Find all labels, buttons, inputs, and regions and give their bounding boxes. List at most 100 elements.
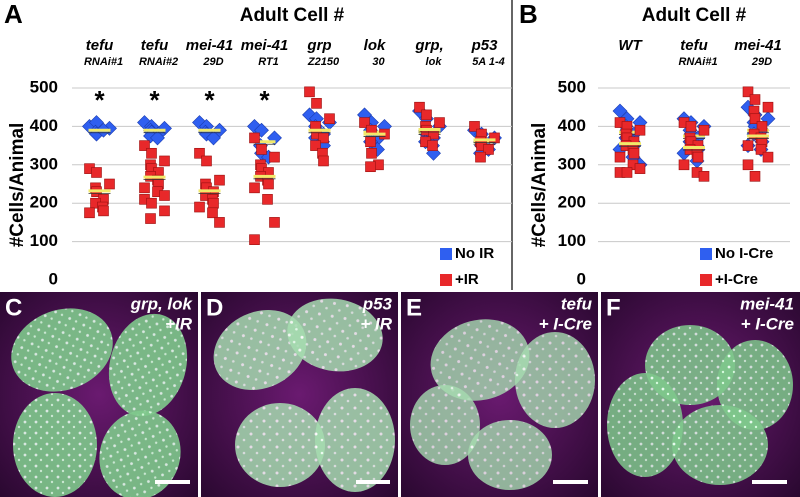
- point: [98, 205, 109, 217]
- point: [194, 147, 205, 159]
- legend-swatch: [700, 248, 712, 260]
- micrographs: [0, 292, 800, 497]
- category-label: p53: [471, 37, 499, 54]
- point: [214, 217, 225, 228]
- category-label: mei-41: [734, 37, 782, 54]
- panel-letter: E: [406, 294, 422, 321]
- panel-caption: mei-41: [740, 294, 794, 313]
- micrograph: [0, 292, 198, 497]
- category-label: WT: [618, 37, 643, 54]
- point: [91, 167, 102, 178]
- y-tick-label: 500: [30, 77, 58, 96]
- category-sublabel: RNAi#1: [678, 56, 717, 68]
- point: [263, 178, 274, 190]
- point: [304, 86, 315, 98]
- point: [742, 159, 754, 171]
- point: [434, 117, 445, 128]
- panel-letter: C: [5, 294, 22, 321]
- point: [104, 178, 115, 190]
- significance: *: [94, 85, 105, 115]
- point: [318, 155, 329, 167]
- micrograph: [601, 292, 800, 497]
- point: [249, 234, 260, 245]
- chart-title: Adult Cell #: [642, 5, 747, 26]
- point: [365, 161, 376, 173]
- point: [755, 144, 767, 155]
- point: [159, 205, 170, 217]
- y-tick-label: 200: [558, 193, 586, 212]
- point: [146, 147, 157, 159]
- point: [139, 182, 150, 194]
- panel-caption: + I-Cre: [539, 314, 592, 333]
- point: [742, 140, 754, 151]
- point: [139, 140, 150, 151]
- y-tick-label: 200: [30, 193, 58, 212]
- point: [469, 121, 480, 132]
- point: [483, 144, 494, 155]
- micrograph: [201, 292, 398, 497]
- category-label: tefu: [86, 37, 114, 54]
- panel-letter: A: [4, 0, 23, 29]
- point: [614, 151, 626, 163]
- chart-title: Adult Cell #: [240, 5, 345, 26]
- category-label: grp,: [414, 37, 443, 54]
- micrograph: [401, 292, 598, 497]
- point: [150, 130, 165, 146]
- point: [427, 140, 438, 151]
- category-label: mei-41: [186, 37, 234, 54]
- legend-swatch: [440, 274, 452, 286]
- point: [159, 190, 170, 201]
- point: [698, 171, 710, 182]
- legend-swatch: [440, 248, 452, 260]
- significance: *: [149, 85, 160, 115]
- panel-letter: D: [206, 294, 223, 321]
- point: [698, 124, 710, 136]
- panel-caption: +IR: [165, 314, 193, 333]
- category-sublabel: RNAi#1: [84, 56, 123, 68]
- y-tick-label: 100: [558, 231, 586, 250]
- panel-caption: + IR: [360, 314, 392, 333]
- category-label: mei-41: [241, 37, 289, 54]
- point: [685, 121, 697, 132]
- y-tick-label: 0: [49, 269, 58, 288]
- panel-caption: p53: [362, 294, 393, 313]
- y-axis-title: #Cells/Animal: [7, 123, 28, 248]
- point: [311, 98, 322, 109]
- category-sublabel: RNAi#2: [139, 56, 178, 68]
- legend-label: No IR: [455, 245, 494, 262]
- point: [634, 163, 646, 174]
- category-label: grp: [306, 37, 331, 54]
- point: [365, 136, 376, 148]
- category-sublabel: 30: [372, 56, 385, 68]
- point: [366, 147, 377, 159]
- category-sublabel: Z2150: [307, 56, 340, 68]
- point: [84, 207, 95, 219]
- point: [201, 155, 212, 167]
- point: [269, 217, 280, 228]
- point: [262, 194, 273, 205]
- y-tick-label: 400: [30, 116, 58, 135]
- y-axis-title: #Cells/Animal: [529, 123, 550, 248]
- point: [749, 171, 761, 182]
- point: [249, 182, 260, 194]
- point: [359, 117, 370, 128]
- point: [145, 213, 156, 224]
- point: [256, 144, 267, 155]
- y-tick-label: 300: [30, 154, 58, 173]
- point: [678, 159, 690, 171]
- category-label: tefu: [680, 37, 708, 54]
- point: [762, 151, 774, 163]
- point: [414, 101, 425, 113]
- point: [310, 140, 321, 151]
- point: [214, 174, 225, 186]
- y-tick-label: 300: [558, 154, 586, 173]
- point: [749, 94, 761, 105]
- category-sublabel: RT1: [258, 56, 279, 68]
- category-sublabel: 29D: [751, 56, 772, 68]
- category-sublabel: 29D: [202, 56, 223, 68]
- category-sublabel: lok: [426, 56, 443, 68]
- point: [206, 130, 221, 146]
- panel-caption: + I-Cre: [741, 314, 794, 333]
- y-tick-label: 0: [577, 269, 586, 288]
